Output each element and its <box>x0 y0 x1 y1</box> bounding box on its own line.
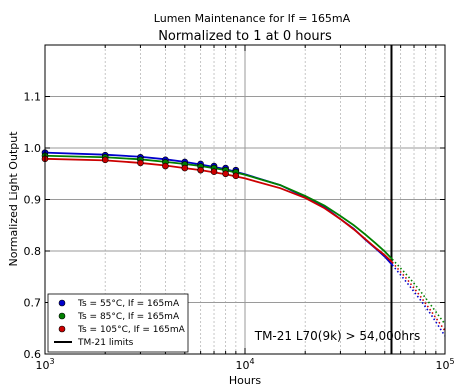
legend-marker <box>58 325 66 333</box>
x-axis-label: Hours <box>229 374 261 387</box>
legend-label: Ts = 85°C, If = 165mA <box>77 312 180 322</box>
tm21-annotation: TM-21 L70(9k) > 54,000hrs <box>254 329 420 343</box>
data-point <box>222 170 229 178</box>
y-axis-ticks: 0.6 0.7 0.8 0.9 1.0 1.1 <box>24 91 445 361</box>
series-fit-line <box>44 154 393 260</box>
y-tick-label: 1.0 <box>24 142 42 155</box>
legend-marker <box>58 299 66 307</box>
data-point <box>197 166 204 174</box>
series-fit-line <box>44 157 393 263</box>
data-point <box>162 162 169 170</box>
y-tick-label: 0.6 <box>24 348 42 361</box>
x-tick-label: 104 <box>235 357 254 372</box>
series-group <box>41 149 446 337</box>
y-axis-label: Normalized Light Output <box>7 131 20 267</box>
legend-label: TM-21 limits <box>77 338 134 348</box>
data-point <box>232 172 240 180</box>
data-point <box>210 168 218 175</box>
y-tick-label: 1.1 <box>24 91 42 104</box>
y-tick-label: 0.7 <box>24 297 42 310</box>
chart-title: Lumen Maintenance for If = 165mA <box>154 12 351 25</box>
y-tick-label: 0.8 <box>24 245 42 258</box>
series-extrapolation-line <box>391 258 446 325</box>
data-point <box>137 159 144 167</box>
x-tick-label: 103 <box>35 357 54 372</box>
legend-marker <box>58 312 66 320</box>
data-point <box>101 156 109 164</box>
series-extrapolation-line <box>391 264 446 337</box>
x-tick-label: 105 <box>435 357 454 372</box>
chart-subtitle: Normalized to 1 at 0 hours <box>158 29 332 44</box>
legend-label: Ts = 105°C, If = 165mA <box>77 325 186 335</box>
legend-label: Ts = 55°C, If = 165mA <box>77 299 180 309</box>
legend: Ts = 55°C, If = 165mA Ts = 85°C, If = 165… <box>47 293 189 353</box>
data-point <box>181 164 189 172</box>
y-tick-label: 0.9 <box>24 194 42 207</box>
